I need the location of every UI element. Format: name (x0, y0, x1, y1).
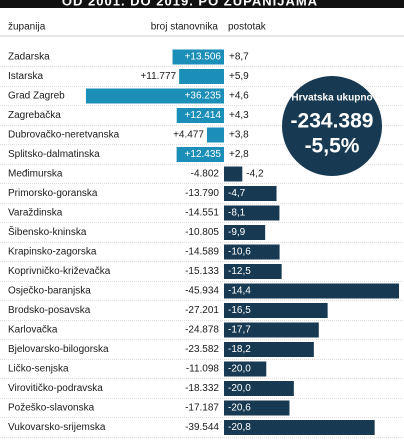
column-header: broj stanovnika (151, 22, 219, 33)
category-label: Međimurska (8, 169, 63, 180)
value-label: +36.235 (185, 91, 222, 102)
value-label: +12.435 (185, 149, 222, 160)
percent-label: +8,7 (229, 52, 249, 63)
value-label: -24.878 (185, 325, 219, 336)
category-label: Požeško-slavonska (8, 403, 95, 414)
value-label: -39.544 (185, 422, 219, 433)
bar (224, 322, 319, 338)
column-header: postotak (228, 22, 267, 33)
percent-label: +3,8 (229, 130, 249, 141)
category-label: Zagrebačka (8, 110, 61, 121)
category-label: Splitsko-dalmatinska (8, 149, 100, 160)
percent-label: -4,2 (246, 169, 264, 180)
value-label: -27.201 (185, 305, 219, 316)
bar (224, 420, 375, 435)
bar (224, 186, 277, 201)
value-label: -14.589 (185, 247, 219, 258)
value-label: -13.790 (185, 188, 219, 199)
category-label: Krapinsko-zagorska (8, 247, 97, 258)
percent-label: -20,0 (228, 383, 251, 394)
category-label: Vukovarsko-srijemska (8, 422, 106, 433)
value-label: -14.551 (185, 208, 219, 219)
chart-title: OD 2001. DO 2019. PO ŽUPANIJAMA (62, 0, 318, 8)
percent-label: +5,9 (229, 71, 249, 82)
percent-label: -16,5 (228, 305, 251, 316)
bar (224, 244, 280, 260)
bar (176, 147, 224, 162)
value-label: +4.477 (173, 130, 204, 141)
bar (224, 400, 290, 416)
total-value: -234.389 (291, 110, 374, 133)
bar (224, 342, 314, 357)
percent-label: +2,8 (229, 149, 249, 160)
bar (224, 361, 267, 377)
bar (224, 166, 243, 182)
category-label: Osječko-baranjska (8, 286, 91, 297)
category-label: Brodsko-posavska (8, 305, 91, 316)
percent-label: -8,1 (228, 208, 246, 219)
bar (176, 108, 224, 123)
value-label: +12.414 (185, 110, 222, 121)
title-band (0, 0, 404, 8)
percent-label: -9,9 (228, 227, 246, 238)
value-label: -10.805 (185, 227, 219, 238)
bar (172, 49, 224, 65)
percent-label: -4,7 (228, 188, 246, 199)
bar (224, 283, 399, 299)
bar (85, 88, 224, 104)
category-label: Karlovačka (8, 325, 58, 336)
percent-label: -20,8 (228, 422, 251, 433)
bar (179, 69, 224, 84)
category-label: Šibensko-kninska (8, 225, 87, 238)
percent-label: -20,6 (228, 403, 251, 414)
value-label: -17.187 (185, 403, 219, 414)
percent-label: -18,2 (228, 344, 251, 355)
value-label: -4.802 (191, 169, 220, 180)
percent-label: +4,6 (229, 91, 249, 102)
percent-label: +4,3 (229, 110, 249, 121)
value-label: -11.098 (186, 364, 220, 375)
category-label: Koprivničko-križevačka (8, 266, 111, 277)
category-label: Grad Zagreb (8, 91, 65, 102)
percent-label: -20,0 (228, 364, 251, 375)
value-label: -23.582 (185, 344, 219, 355)
percent-label: -12,5 (228, 266, 251, 277)
bar (206, 127, 224, 143)
category-label: Dubrovačko-neretvanska (8, 130, 120, 141)
value-label: +13.506 (185, 52, 222, 63)
percent-label: -17,7 (228, 325, 251, 336)
total-badge (282, 76, 382, 176)
category-label: Varaždinska (8, 208, 63, 219)
total-percent: -5,5% (305, 135, 360, 158)
category-label: Zadarska (8, 52, 50, 63)
value-label: -18.332 (185, 383, 219, 394)
value-label: -45.934 (185, 286, 219, 297)
category-label: Ličko-senjska (8, 364, 69, 375)
value-label: +11.777 (140, 71, 176, 82)
category-label: Bjelovarsko-bilogorska (8, 344, 109, 355)
bar (224, 381, 294, 396)
category-label: Istarska (8, 71, 43, 82)
category-label: Virovitičko-podravska (8, 383, 103, 394)
percent-label: -10,6 (228, 247, 251, 258)
bar (224, 225, 266, 240)
total-label: Hrvatska ukupno (291, 93, 372, 104)
category-label: Primorsko-goranska (8, 188, 98, 199)
bar (224, 303, 328, 318)
column-header: županija (8, 22, 46, 33)
percent-label: -14,4 (228, 286, 251, 297)
value-label: -15.133 (185, 266, 219, 277)
bar (224, 264, 282, 279)
bar (224, 205, 280, 221)
